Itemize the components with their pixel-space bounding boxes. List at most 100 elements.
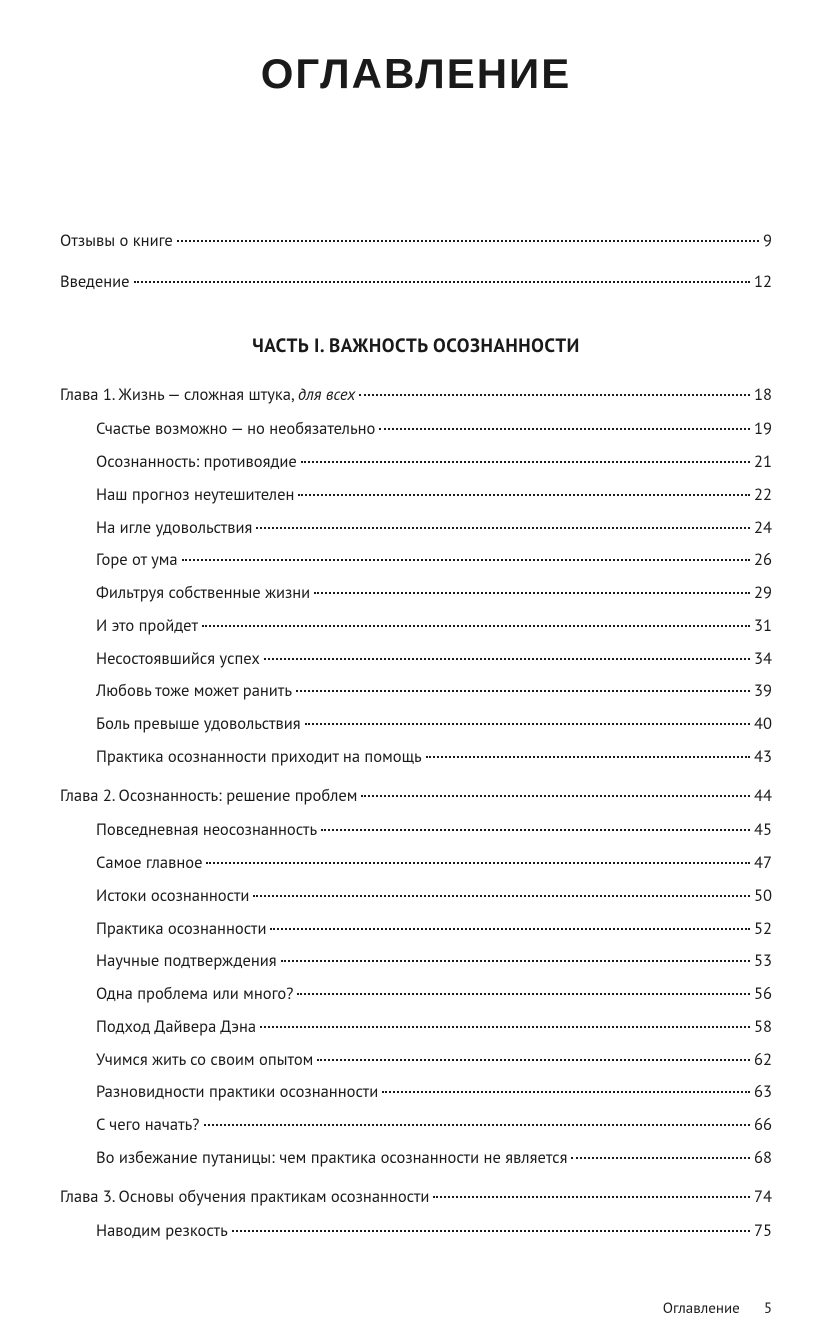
toc-sub-entry: Самое главное47 [60,850,772,875]
toc-dots [202,625,750,627]
toc-page: 29 [754,580,772,605]
toc-sub-entry: Осознанность: противоядие 21 [60,449,772,474]
toc-label: Несостоявшийся успех [96,646,260,671]
toc-label: Одна проблема или много? [96,981,293,1006]
toc-label: Отзывы о книге [60,228,173,253]
toc-dots [382,1091,750,1093]
toc-dots [361,795,750,797]
toc-sub-entry: Разновидности практики осознанности 63 [60,1079,772,1104]
toc-label: Практика осознанности [96,916,266,941]
toc-page: 21 [754,449,772,474]
toc-label: Самое главное [96,850,202,875]
toc-sub-entry: С чего начать? 66 [60,1112,772,1137]
toc-label: Боль превыше удовольствия [96,711,301,736]
toc-dots [426,756,750,758]
toc-dots [305,723,750,725]
toc-page: 26 [754,547,772,572]
toc-label: Введение [60,269,130,294]
toc-dots [177,240,759,242]
toc-page: 45 [754,817,772,842]
toc-page: 12 [754,269,772,294]
toc-page: 62 [754,1047,772,1072]
toc-dots [253,895,750,897]
toc-sub-entry: Счастье возможно — но необязательно 19 [60,416,772,441]
toc-chapter-entry: Глава 2. Осознанность: решение проблем 44 [60,783,772,808]
toc-sub-entry: Фильтруя собственные жизни 29 [60,580,772,605]
toc-label: Счастье возможно — но необязательно [96,416,375,441]
toc-page: 58 [754,1014,772,1039]
toc-dots [204,1124,751,1126]
toc-dots [270,928,750,930]
toc-label: Истоки осознанности [96,883,249,908]
toc-page: 22 [754,482,772,507]
toc-dots [433,1196,750,1198]
toc-dots [317,1059,750,1061]
toc-dots [297,993,750,995]
toc-sub-entry: Истоки осознанности 50 [60,883,772,908]
toc-page: 56 [754,981,772,1006]
toc-sub-entry: Подход Дайвера Дэна58 [60,1014,772,1039]
toc-page: 63 [754,1079,772,1104]
toc-dots [206,862,750,864]
toc-sub-entry: Наш прогноз неутешителен 22 [60,482,772,507]
footer-page-number: 5 [764,1299,772,1318]
toc-label: Горе от ума [96,547,178,572]
toc-label: Разновидности практики осознанности [96,1079,378,1104]
toc-front: Отзывы о книге 9 Введение 12 [60,228,772,294]
toc-dots [134,281,751,283]
toc-dots [260,1026,750,1028]
toc-page: 34 [754,646,772,671]
toc-page: 75 [754,1218,772,1243]
toc-dots [232,1230,750,1232]
toc-label: Фильтруя собственные жизни [96,580,310,605]
page-title: ОГЛАВЛЕНИЕ [60,50,772,98]
toc-sub-entry: Практика осознанности приходит на помощь… [60,744,772,769]
toc-dots [264,658,750,660]
toc-page: 9 [763,228,772,253]
toc-sub-entry: Любовь тоже может ранить39 [60,678,772,703]
toc-label: Повседневная неосознанность [96,817,317,842]
toc-label: На игле удовольствия [96,515,252,540]
toc-page: 19 [754,416,772,441]
toc-dots [321,829,750,831]
toc-page: 50 [754,883,772,908]
toc-entry: Отзывы о книге 9 [60,228,772,253]
toc-label: И это пройдет [96,613,198,638]
toc-page: 44 [754,783,772,808]
toc-page: 53 [754,948,772,973]
toc-sub-entry: Несостоявшийся успех 34 [60,646,772,671]
toc-label: Осознанность: противоядие [96,449,297,474]
toc-sub-entry: Научные подтверждения 53 [60,948,772,973]
toc-page: 24 [754,515,772,540]
toc-page: 68 [754,1145,772,1170]
toc-dots [256,527,750,529]
part-heading: ЧАСТЬ I. ВАЖНОСТЬ ОСОЗНАННОСТИ [60,334,772,358]
toc-chapter-entry: Глава 1. Жизнь — сложная штука, для всех… [60,382,772,407]
toc-label: Учимся жить со своим опытом [96,1047,313,1072]
toc-sub-entry: Практика осознанности 52 [60,916,772,941]
toc-sub-entry: Одна проблема или много? 56 [60,981,772,1006]
page-footer: Оглавление 5 [663,1299,772,1318]
toc-label: С чего начать? [96,1112,200,1137]
toc-dots [314,592,750,594]
toc-label: Наш прогноз неутешителен [96,482,294,507]
toc-dots [182,559,750,561]
toc-entry: Введение 12 [60,269,772,294]
toc-label: Практика осознанности приходит на помощь [96,744,422,769]
toc-sub-entry: Учимся жить со своим опытом 62 [60,1047,772,1072]
toc-dots [296,690,750,692]
toc-dots [301,461,750,463]
toc-sub-entry: Наводим резкость 75 [60,1218,772,1243]
toc-chapter-label: Глава 3. Основы обучения практикам осозн… [60,1184,429,1209]
toc-page: 52 [754,916,772,941]
toc-dots [379,428,750,430]
toc-label: Наводим резкость [96,1218,228,1243]
toc-dots [281,960,750,962]
toc-dots [571,1157,750,1159]
toc-page: 39 [754,678,772,703]
toc-chapter-label: Глава 2. Осознанность: решение проблем [60,783,357,808]
toc-dots [298,494,750,496]
toc-page: 66 [754,1112,772,1137]
toc-label: Научные подтверждения [96,948,277,973]
toc-chapter-entry: Глава 3. Основы обучения практикам осозн… [60,1184,772,1209]
